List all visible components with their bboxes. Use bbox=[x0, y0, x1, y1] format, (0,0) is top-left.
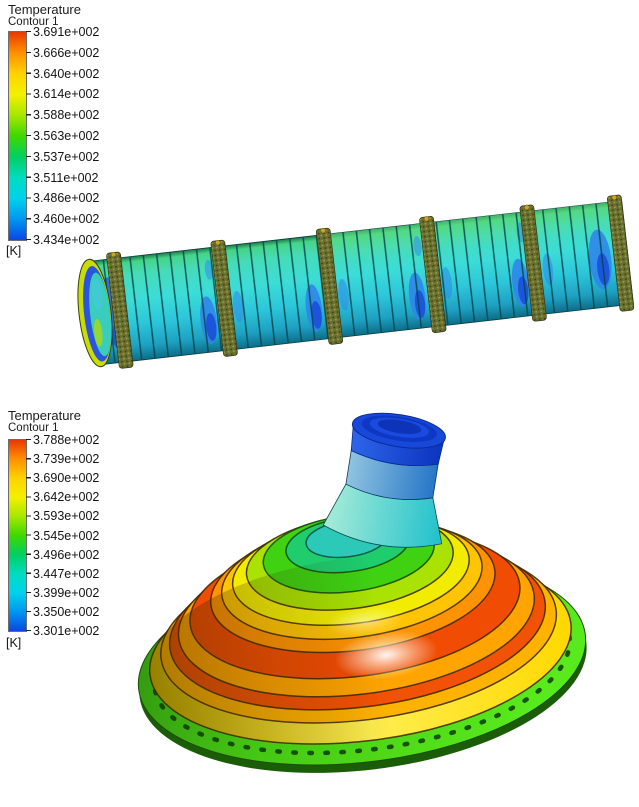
pipe-contour-figure bbox=[77, 194, 635, 369]
colorbar-label: 3.460e+002 bbox=[33, 212, 100, 227]
colorbar-label: 3.447e+002 bbox=[33, 566, 100, 581]
colorbar-label: 3.350e+002 bbox=[33, 604, 100, 619]
colorbar-label: 3.691e+002 bbox=[33, 25, 100, 39]
colorbar-label: 3.496e+002 bbox=[33, 547, 100, 562]
colorbar-label: 3.537e+002 bbox=[33, 149, 100, 164]
colorbar-legend-pipe: Temperature Contour 1 3.691e+002 3.666e+… bbox=[6, 2, 136, 262]
nozzle-bore bbox=[377, 419, 422, 435]
colorbar-label: 3.511e+002 bbox=[33, 170, 99, 185]
legend-subtitle: Contour 1 bbox=[8, 15, 59, 28]
colorbar-label: 3.690e+002 bbox=[33, 471, 100, 486]
pipe-fin-ribs bbox=[91, 200, 634, 365]
colorbar-label: 3.399e+002 bbox=[33, 585, 100, 600]
nozzle bbox=[322, 412, 446, 548]
colorbar-label: 3.563e+002 bbox=[33, 129, 100, 143]
colorbar-label: 3.301e+002 bbox=[33, 624, 100, 638]
dome-highlight-small bbox=[325, 606, 405, 637]
colorbar-label: 3.666e+002 bbox=[33, 45, 100, 60]
colorbar-label: 3.640e+002 bbox=[33, 66, 100, 81]
dome-contour-figure bbox=[137, 412, 587, 773]
colorbar-legend-dome: Temperature Contour 1 3.788e+002 3.739e+… bbox=[6, 408, 136, 658]
legend-title: Temperature bbox=[8, 408, 81, 423]
colorbar-label: 3.739e+002 bbox=[33, 452, 100, 467]
colorbar-label: 3.434e+002 bbox=[33, 233, 100, 247]
colorbar-label: 3.614e+002 bbox=[33, 87, 100, 102]
legend-unit: [K] bbox=[6, 636, 22, 650]
colorbar-ticks bbox=[26, 31, 31, 241]
colorbar-ticks bbox=[26, 439, 31, 632]
colorbar-label: 3.788e+002 bbox=[33, 433, 100, 447]
colorbar-label: 3.545e+002 bbox=[33, 528, 100, 543]
colorbar-label: 3.642e+002 bbox=[33, 490, 100, 505]
colorbar-label: 3.486e+002 bbox=[33, 191, 100, 206]
colorbar-label: 3.588e+002 bbox=[33, 108, 100, 123]
colorbar-label: 3.593e+002 bbox=[33, 509, 100, 524]
legend-title: Temperature bbox=[8, 2, 81, 17]
legend-subtitle: Contour 1 bbox=[8, 421, 59, 434]
dome-highlight bbox=[334, 630, 439, 680]
pipe-end-face bbox=[77, 258, 113, 368]
stiffener-rings bbox=[106, 194, 635, 369]
legend-unit: [K] bbox=[6, 244, 22, 258]
